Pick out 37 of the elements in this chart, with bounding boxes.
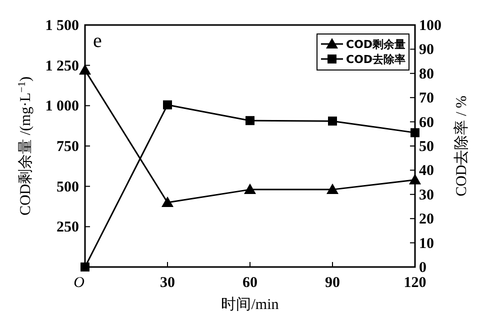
x-tick-label: 60 — [242, 275, 258, 291]
y2-tick-label: 40 — [419, 163, 434, 180]
legend-label: COD去除率 — [346, 53, 406, 66]
y2-tick-label: 80 — [419, 66, 434, 82]
y-tick-label: 500 — [56, 179, 79, 196]
point — [80, 262, 90, 272]
annotation: e — [93, 30, 102, 52]
y-tick-label: 1 000 — [45, 98, 79, 115]
point — [326, 184, 338, 194]
point — [162, 196, 174, 207]
point — [410, 128, 420, 138]
x-tick-label: 30 — [160, 275, 175, 291]
x-tick-label: 90 — [325, 275, 340, 291]
y-tick-label: 1 250 — [45, 58, 79, 74]
y2-axis-title: COD去除率 / % — [453, 96, 470, 196]
point — [79, 64, 91, 75]
y2-tick-label: 0 — [419, 260, 426, 276]
legend-label: COD剩余量 — [346, 38, 406, 51]
y2-tick-label: 30 — [419, 187, 434, 204]
y-tick-label: 750 — [56, 139, 79, 155]
x-axis-title: 时间/min — [221, 296, 280, 313]
point — [244, 184, 256, 194]
y-tick-label: 250 — [56, 220, 79, 236]
x-tick-label: O — [74, 275, 85, 291]
y2-tick-label: 10 — [419, 236, 434, 252]
y2-tick-label: 20 — [419, 212, 434, 228]
y2-tick-label: 70 — [419, 90, 434, 107]
y2-tick-label: 60 — [419, 114, 434, 131]
point — [409, 174, 421, 184]
y2-tick-label: 50 — [419, 139, 434, 155]
point — [163, 100, 172, 110]
y2-tick-label: 100 — [419, 18, 442, 34]
point — [246, 116, 254, 126]
y-tick-label: 1 500 — [45, 18, 79, 34]
x-tick-label: 120 — [404, 275, 426, 291]
point — [328, 116, 337, 126]
y2-tick-label: 90 — [419, 42, 434, 58]
